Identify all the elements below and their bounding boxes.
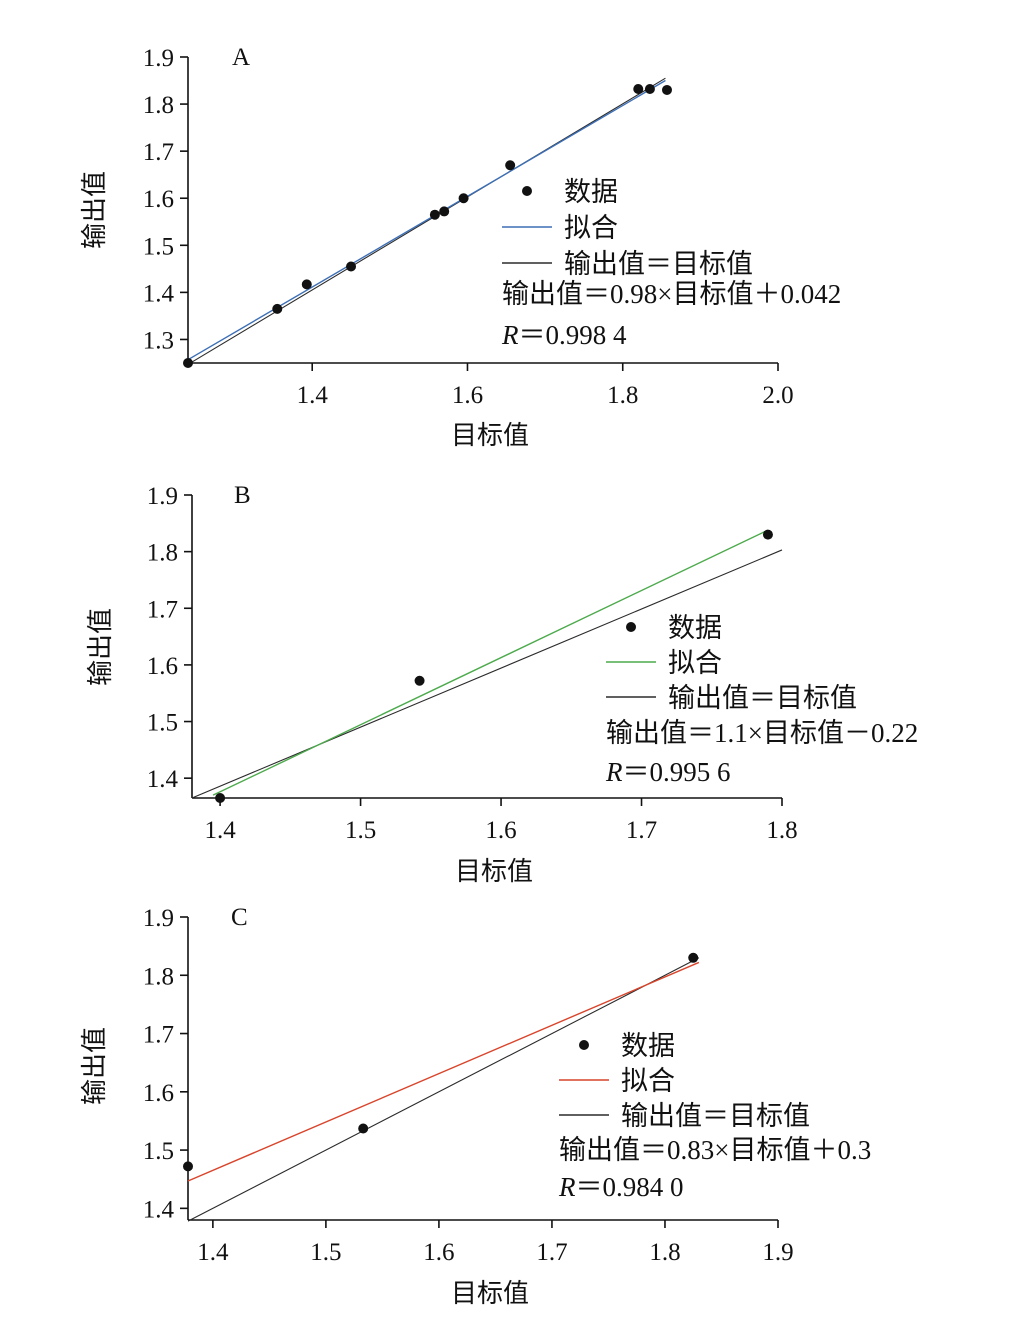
data-point (429, 209, 440, 220)
x-tick-label: 1.4 (204, 817, 236, 844)
x-tick-label: 1.6 (423, 1239, 454, 1266)
y-tick-label: 1.8 (147, 540, 178, 567)
fit-line (187, 79, 666, 361)
y-axis-label: 输出值 (80, 171, 109, 249)
x-tick-label: 1.8 (649, 1239, 680, 1266)
x-axis-label: 目标值 (451, 1279, 529, 1308)
fit-line (212, 529, 769, 796)
x-axis-label: 目标值 (451, 421, 529, 450)
panel-c: 1.4 1.5 1.6 1.7 1.8 1.9 1.4 1.5 1.6 1.7 1.8 1.9 C 输出值… (80, 904, 871, 1308)
data-point (358, 1123, 369, 1134)
x-axis-label: 目标值 (455, 857, 533, 886)
x-tick-label: 1.5 (345, 817, 376, 844)
y-tick-label: 1.7 (143, 1022, 174, 1049)
r-value: R＝0.984 0 (558, 1172, 684, 1202)
x-tick-label: 1.5 (310, 1239, 341, 1266)
data-point (661, 84, 672, 95)
data-point (183, 1161, 193, 1172)
panel-a: 1.3 1.4 1.5 1.6 1.7 1.8 1.9 1.4 1.6 1.8 2.0 A 输出值目标值… (80, 44, 841, 450)
y-tick-label: 1.9 (143, 905, 174, 932)
data-point (346, 261, 357, 272)
r-symbol: R (558, 1172, 576, 1202)
y-axis-label: 输出值 (86, 608, 115, 686)
fit-equation: 输出值＝0.98×目标值＋0.042 (502, 279, 841, 309)
y-tick-label: 1.9 (143, 45, 174, 72)
data-point (215, 793, 226, 803)
data-point (414, 675, 425, 686)
data-point (633, 84, 644, 95)
x-tick-label: 1.6 (485, 817, 516, 844)
y-tick-label: 1.4 (143, 1196, 175, 1223)
y-axis-label: 输出值 (80, 1027, 109, 1105)
y-tick-label: 1.9 (147, 483, 178, 510)
x-tick-label: 1.4 (297, 382, 329, 409)
legend-label-data: 数据 (621, 1031, 675, 1061)
panel-label: A (232, 44, 250, 71)
legend-label-fit: 拟合 (621, 1066, 675, 1096)
x-tick-label: 1.6 (452, 382, 483, 409)
legend-label-data: 数据 (564, 177, 618, 207)
x-tick-label: 1.7 (536, 1239, 567, 1266)
y-tick-label: 1.4 (147, 766, 179, 793)
x-tick-label: 1.4 (197, 1239, 229, 1266)
x-tick-label: 1.7 (626, 817, 657, 844)
panel-b: 1.4 1.5 1.6 1.7 1.8 1.9 1.4 1.5 1.6 1.7 1.8 B 输出值目标值… (86, 482, 918, 886)
legend-marker-data (626, 622, 636, 632)
data-point (762, 529, 773, 540)
data-point (505, 160, 516, 171)
x-tick-label: 1.9 (762, 1239, 793, 1266)
legend-label-fit: 拟合 (564, 213, 618, 243)
data-point (272, 303, 283, 314)
fit-line (187, 961, 700, 1182)
y-tick-label: 1.4 (143, 280, 175, 307)
r-number: ＝0.998 4 (519, 320, 627, 350)
legend-label-identity: 输出值＝目标值 (564, 249, 753, 279)
x-tick-label: 1.8 (607, 382, 638, 409)
y-tick-label: 1.5 (143, 233, 174, 260)
data-point (439, 206, 450, 217)
identity-line (191, 549, 783, 799)
panel-label: B (234, 482, 251, 509)
identity-line (187, 957, 700, 1222)
legend-label-fit: 拟合 (668, 648, 722, 678)
fit-equation: 输出值＝1.1×目标值－0.22 (606, 718, 918, 748)
y-tick-label: 1.8 (143, 92, 174, 119)
r-symbol: R (605, 757, 623, 787)
y-tick-label: 1.5 (147, 710, 178, 737)
y-tick-label: 1.5 (143, 1138, 174, 1165)
legend-label-identity: 输出值＝目标值 (621, 1101, 810, 1131)
data-point (458, 193, 469, 204)
r-number: ＝0.995 6 (623, 757, 731, 787)
identity-line (187, 77, 666, 365)
data-point (644, 84, 655, 95)
r-value: R＝0.995 6 (605, 757, 731, 787)
legend-label-data: 数据 (668, 613, 722, 643)
y-tick-label: 1.3 (143, 327, 174, 354)
data-point (688, 952, 699, 963)
x-tick-label: 1.8 (766, 817, 797, 844)
y-tick-label: 1.6 (147, 653, 178, 680)
data-point (183, 358, 193, 368)
legend-label-identity: 输出值＝目标值 (668, 683, 857, 713)
r-symbol: R (501, 320, 519, 350)
fit-equation: 输出值＝0.83×目标值＋0.3 (559, 1135, 871, 1165)
legend-marker-data (579, 1040, 589, 1050)
y-tick-label: 1.8 (143, 963, 174, 990)
legend-marker-data (522, 186, 532, 196)
y-tick-label: 1.6 (143, 186, 174, 213)
panel-label: C (231, 904, 248, 931)
y-tick-label: 1.7 (143, 139, 174, 166)
r-value: R＝0.998 4 (501, 320, 627, 350)
x-tick-label: 2.0 (762, 382, 793, 409)
y-tick-label: 1.7 (147, 596, 178, 623)
r-number: ＝0.984 0 (576, 1172, 684, 1202)
data-point (301, 279, 312, 290)
y-tick-label: 1.6 (143, 1080, 174, 1107)
